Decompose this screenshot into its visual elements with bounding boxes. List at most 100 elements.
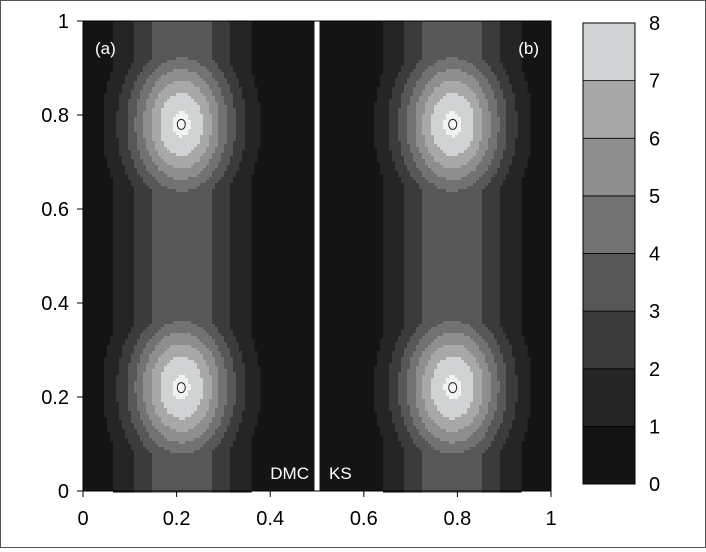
contour-cell: [212, 222, 231, 226]
contour-cell: [128, 393, 138, 397]
contour-cell: [233, 144, 246, 148]
contour-cell: [506, 141, 516, 145]
contour-cell: [500, 462, 522, 466]
contour-cell: [404, 318, 423, 322]
contour-cell: [230, 192, 252, 196]
contour-cell: [470, 405, 480, 409]
contour-cell: [230, 237, 252, 241]
contour-cell: [215, 99, 225, 103]
contour-cell: [374, 114, 390, 118]
contour-cell: [143, 132, 153, 136]
contour-cell: [152, 219, 213, 223]
contour-cell: [422, 210, 483, 214]
contour-cell: [446, 132, 459, 136]
contour-cell: [482, 42, 501, 46]
contour-cell: [482, 198, 501, 202]
contour-cell: [506, 147, 516, 151]
contour-cell: [383, 225, 405, 229]
contour-cell: [422, 33, 483, 37]
contour-cell: [197, 366, 210, 370]
contour-cell: [128, 441, 144, 445]
contour-cell: [218, 63, 231, 67]
contour-cell: [515, 411, 531, 415]
contour-cell: [482, 336, 495, 340]
contour-cell: [413, 93, 423, 97]
contour-cell: [431, 396, 450, 400]
contour-cell: [146, 408, 156, 412]
contour-cell: [179, 135, 183, 139]
contour-cell: [119, 147, 129, 151]
contour-cell: [416, 120, 423, 124]
contour-cell: [500, 351, 513, 355]
contour-cell: [224, 144, 234, 148]
contour-cell: [191, 96, 207, 100]
contour-cell: [389, 102, 402, 106]
contour-cell: [164, 144, 198, 148]
contour-cell: [497, 78, 510, 82]
contour-cell: [404, 324, 420, 328]
contour-cell: [509, 429, 528, 433]
contour-cell: [203, 432, 216, 436]
contour-cell: [200, 447, 216, 451]
contour-cell: [161, 108, 201, 112]
contour-cell: [476, 444, 492, 448]
contour-cell: [155, 162, 168, 166]
contour-cell: [500, 459, 522, 463]
contour-cell: [209, 141, 219, 145]
contour-cell: [434, 369, 471, 373]
contour-cell: [110, 438, 129, 442]
contour-cell: [383, 297, 405, 301]
contour-cell: [212, 57, 231, 61]
contour-cell: [134, 288, 153, 292]
contour-cell: [404, 348, 417, 352]
contour-cell: [104, 375, 117, 379]
contour-cell: [383, 282, 405, 286]
contour-cell: [161, 129, 174, 133]
contour-cell: [383, 42, 405, 46]
contour-cell: [506, 126, 519, 130]
contour-cell: [404, 219, 423, 223]
contour-cell: [134, 249, 153, 253]
contour-cell: [230, 423, 240, 427]
contour-cell: [230, 282, 252, 286]
contour-cell: [407, 78, 420, 82]
contour-cell: [488, 402, 498, 406]
contour-cell: [146, 147, 156, 151]
contour-cell: [218, 180, 234, 184]
contour-cell: [482, 129, 492, 133]
contour-cell: [476, 66, 492, 70]
contour-cell: [389, 387, 399, 391]
contour-cell: [212, 192, 231, 196]
contour-cell: [230, 417, 243, 421]
contour-cell: [149, 75, 162, 79]
contour-cell: [482, 213, 501, 217]
contour-cell: [212, 321, 231, 325]
contour-cell: [434, 111, 450, 115]
contour-cell: [227, 342, 240, 346]
contour-cell: [482, 126, 492, 130]
contour-cell: [179, 441, 186, 445]
contour-cell: [422, 252, 483, 256]
contour-cell: [425, 399, 435, 403]
contour-cell: [191, 81, 207, 85]
contour-cell: [119, 150, 132, 154]
contour-cell: [128, 111, 138, 115]
contour-cell: [164, 447, 201, 451]
contour-cell: [239, 345, 255, 349]
contour-cell: [149, 354, 162, 358]
contour-cell: [134, 480, 153, 484]
contour-cell: [212, 300, 231, 304]
contour-cell: [410, 357, 420, 361]
contour-cell: [383, 249, 405, 253]
contour-cell: [140, 417, 150, 421]
contour-cell: [134, 24, 153, 28]
contour-cell: [482, 396, 492, 400]
contour-cell: [212, 234, 231, 238]
contour-cell: [407, 108, 417, 112]
contour-cell: [149, 360, 159, 364]
contour-cell: [434, 171, 471, 175]
contour-cell: [113, 315, 135, 319]
contour-cell: [230, 348, 240, 352]
contour-cell: [206, 99, 216, 103]
contour-cell: [236, 171, 255, 175]
